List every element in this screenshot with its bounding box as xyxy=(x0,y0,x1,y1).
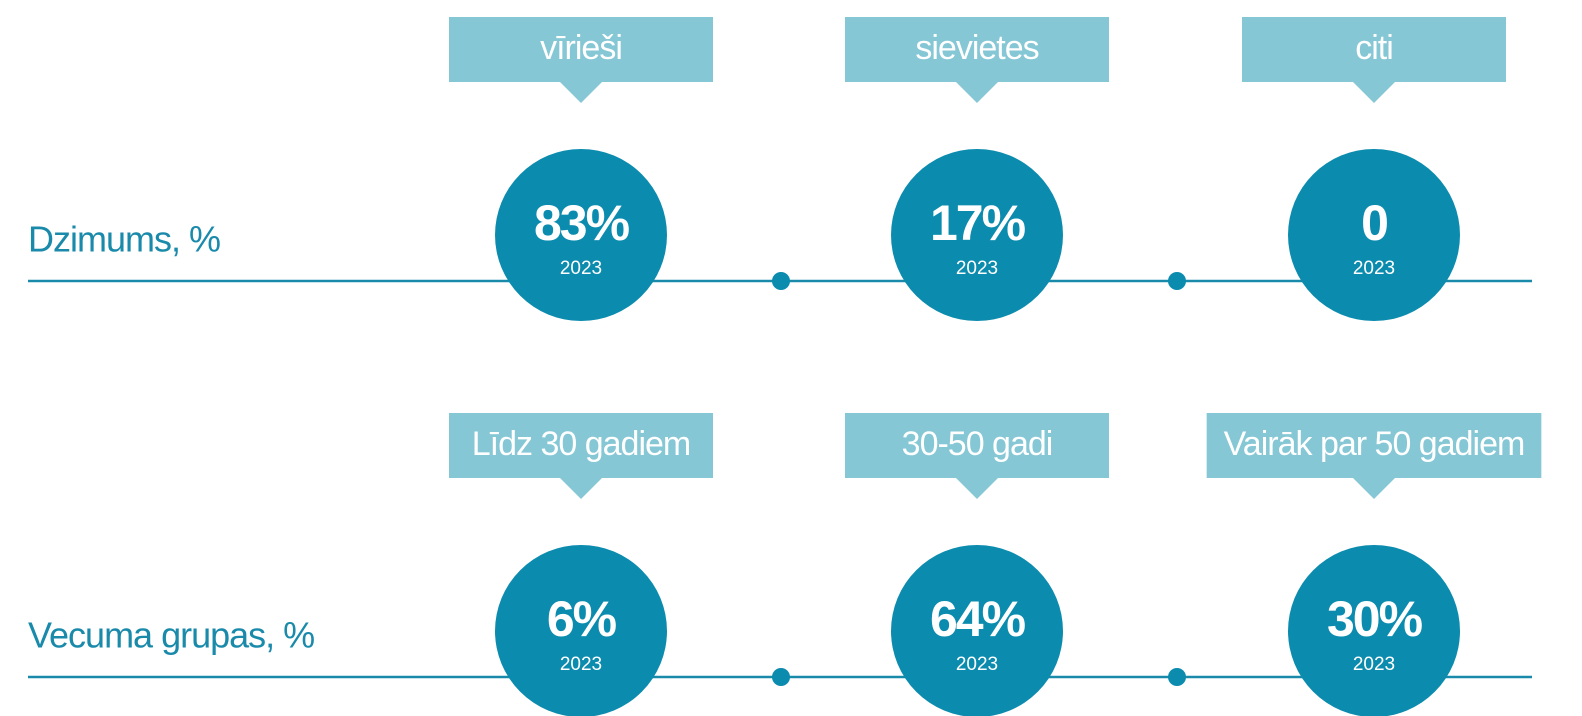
callout-pointer xyxy=(1352,81,1396,103)
callout: Līdz 30 gadiem xyxy=(449,413,713,499)
callout: Vairāk par 50 gadiem xyxy=(1206,413,1542,499)
value: 64% xyxy=(930,591,1026,647)
callout-pointer xyxy=(1352,477,1396,499)
callout-box xyxy=(1206,413,1542,478)
callout: citi xyxy=(1242,17,1506,103)
callout-pointer xyxy=(955,81,999,103)
value: 17% xyxy=(930,195,1026,251)
row-label: Dzimums, % xyxy=(28,219,220,260)
callout-pointer xyxy=(955,477,999,499)
year: 2023 xyxy=(1353,258,1395,279)
callout-pointer xyxy=(559,81,603,103)
year: 2023 xyxy=(956,258,998,279)
value: 83% xyxy=(534,195,630,251)
callout-label: sievietes xyxy=(915,29,1038,67)
year: 2023 xyxy=(560,258,602,279)
timeline-dot xyxy=(772,272,790,290)
value-circle xyxy=(1288,149,1460,321)
value-circle xyxy=(495,149,667,321)
callout-box xyxy=(449,413,713,478)
year: 2023 xyxy=(560,654,602,675)
callout: 30-50 gadi xyxy=(845,413,1109,499)
timeline-dot xyxy=(1168,272,1186,290)
callout-box xyxy=(1242,17,1506,82)
value: 6% xyxy=(547,591,617,647)
callout-label: vīrieši xyxy=(540,29,622,67)
value-circle xyxy=(891,545,1063,716)
value: 30% xyxy=(1327,591,1423,647)
year: 2023 xyxy=(956,654,998,675)
value-circle xyxy=(1288,545,1460,716)
callout-box xyxy=(845,17,1109,82)
callout-label: Līdz 30 gadiem xyxy=(472,425,691,463)
callout-label: 30-50 gadi xyxy=(902,425,1053,463)
value: 0 xyxy=(1361,195,1387,251)
timeline-dot xyxy=(772,668,790,686)
callout-pointer xyxy=(559,477,603,499)
row-label: Vecuma grupas, % xyxy=(28,615,314,656)
value-circle xyxy=(495,545,667,716)
callout: sievietes xyxy=(845,17,1109,103)
callout-label: Vairāk par 50 gadiem xyxy=(1224,425,1525,463)
callout-box xyxy=(845,413,1109,478)
year: 2023 xyxy=(1353,654,1395,675)
callout-label: citi xyxy=(1355,29,1393,67)
callout-box xyxy=(449,17,713,82)
callout: vīrieši xyxy=(449,17,713,103)
timeline-dot xyxy=(1168,668,1186,686)
value-circle xyxy=(891,149,1063,321)
